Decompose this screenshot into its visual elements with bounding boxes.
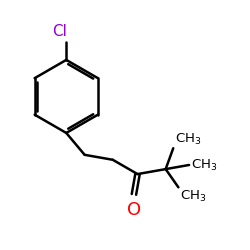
Text: O: O	[127, 202, 141, 220]
Text: CH$_3$: CH$_3$	[191, 158, 217, 172]
Text: CH$_3$: CH$_3$	[180, 189, 206, 204]
Text: CH$_3$: CH$_3$	[175, 132, 201, 147]
Text: Cl: Cl	[52, 24, 67, 39]
